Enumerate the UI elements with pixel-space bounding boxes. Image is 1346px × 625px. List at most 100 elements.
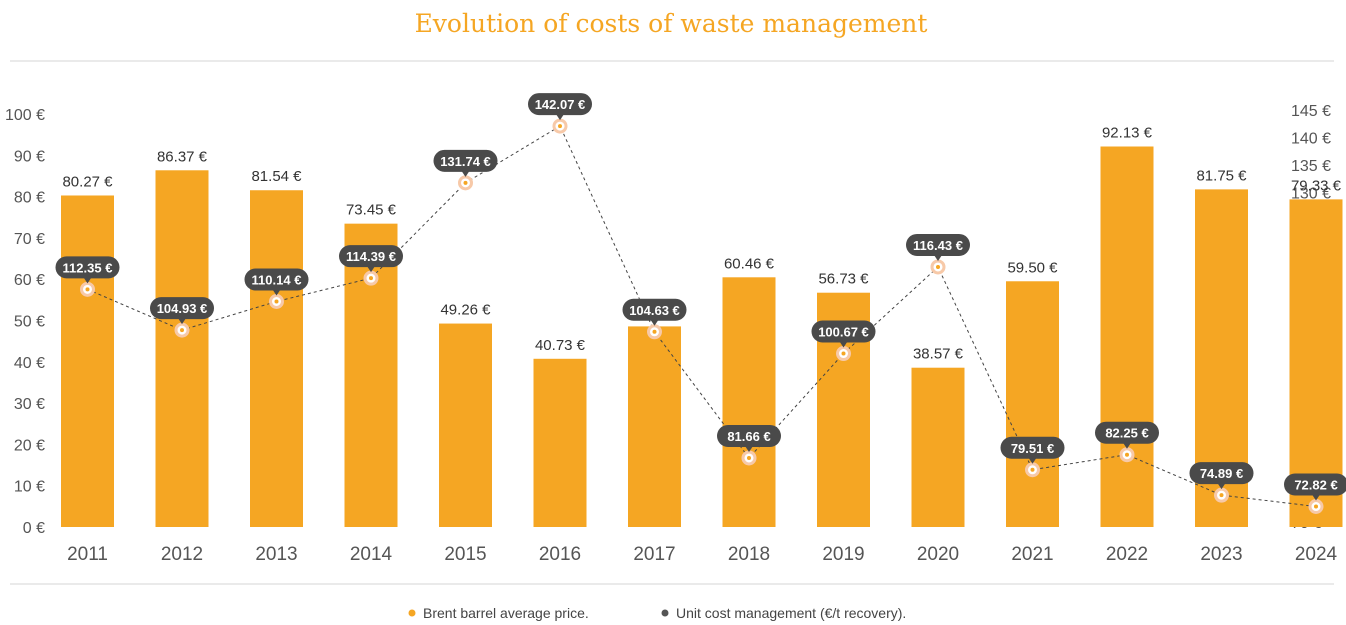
- line-label-pill: [906, 233, 970, 256]
- legend-label-brent: Brent barrel average price.: [423, 605, 589, 621]
- bar-label: 56.73 €: [818, 271, 869, 288]
- line-label: 74.89 €: [1200, 466, 1243, 481]
- chart-title: Evolution of costs of waste management: [415, 9, 928, 38]
- legend: Brent barrel average price. Unit cost man…: [408, 605, 906, 621]
- bar-label: 49.26 €: [440, 302, 491, 319]
- bar-label: 38.57 €: [913, 346, 964, 363]
- legend-swatch-brent: [408, 609, 416, 617]
- line-label-pill: [1189, 462, 1254, 485]
- x-tick: 2021: [1011, 544, 1053, 565]
- x-tick: 2013: [255, 544, 297, 565]
- x-tick: 2024: [1295, 544, 1338, 565]
- y-left-tick: 60 €: [14, 272, 45, 289]
- line-marker-dot: [747, 455, 751, 460]
- bar-label: 81.75 €: [1196, 167, 1247, 184]
- line-label-pointer: [839, 341, 848, 348]
- line-label-pointer: [745, 445, 753, 452]
- line-point: 104.93 €: [150, 297, 214, 338]
- line-label-pill: [433, 149, 498, 172]
- line-point: 116.43 €: [906, 233, 970, 275]
- line-label: 114.39 €: [346, 249, 396, 264]
- line-label-pill: [717, 424, 781, 447]
- line-label: 131.74 €: [440, 154, 491, 169]
- x-tick: 2020: [917, 544, 959, 565]
- line-path: [87, 125, 1317, 508]
- y-left-tick: 40 €: [14, 355, 45, 372]
- line-point: 81.66 €: [717, 424, 781, 466]
- line-label: 142.07 €: [535, 97, 586, 112]
- bar-label: 59.50 €: [1007, 259, 1058, 276]
- y-left-tick: 100 €: [5, 107, 45, 124]
- line-series: 112.35 € 104.93 € 110.14 € 114.39 € 131.74 €…: [55, 93, 1346, 515]
- y-left-tick: 20 €: [14, 437, 45, 454]
- line-label: 82.25 €: [1105, 426, 1148, 441]
- bar-2021: [1006, 281, 1059, 527]
- line-label-pill: [55, 256, 120, 279]
- y-left-tick: 10 €: [14, 479, 45, 496]
- y-right-tick: 145 €: [1291, 103, 1331, 120]
- y-right-tick: 135 €: [1291, 158, 1331, 175]
- y-right-tick: 140 €: [1291, 130, 1331, 147]
- bar-2024: [1289, 199, 1343, 527]
- line-label-pointer: [556, 114, 564, 121]
- x-tick: 2012: [161, 544, 203, 565]
- line-label: 110.14 €: [252, 272, 302, 287]
- bar-2016: [533, 358, 587, 527]
- bar-2020: [911, 367, 965, 527]
- line-label-pointer: [1028, 457, 1037, 464]
- line-point: 104.63 €: [622, 298, 687, 340]
- line-point: 100.67 €: [811, 320, 876, 362]
- line-point: 82.25 €: [1095, 421, 1159, 463]
- line-marker-dot: [463, 180, 468, 185]
- line-label: 72.82 €: [1294, 478, 1337, 493]
- line-marker-dot: [85, 287, 90, 292]
- line-label: 104.63 €: [629, 303, 680, 318]
- bar-label: 60.46 €: [724, 255, 775, 272]
- line-label-pointer: [1312, 494, 1320, 501]
- x-tick: 2022: [1106, 544, 1148, 565]
- y-left-tick: 50 €: [14, 314, 45, 331]
- bar-2012: [155, 170, 209, 527]
- line-point: 131.74 €: [433, 149, 498, 191]
- line-label-pill: [1284, 473, 1346, 496]
- line-label-pill: [1000, 436, 1065, 459]
- bar-2015: [439, 323, 492, 527]
- line-marker-dot: [180, 328, 184, 333]
- bar-2011: [61, 195, 114, 527]
- line-label: 112.35 €: [63, 260, 113, 275]
- line-marker-dot: [1219, 493, 1224, 498]
- line-point: 79.51 €: [1000, 436, 1065, 478]
- line-label-pill: [811, 320, 876, 343]
- line-label-pill: [528, 93, 592, 116]
- x-axis: 2011 2012 2013 2014 2015 2016 2017 2018 2019 2020…: [67, 544, 1337, 565]
- line-label: 81.66 €: [727, 429, 770, 444]
- line-point: 114.39 €: [339, 245, 403, 286]
- line-label-pill: [150, 297, 214, 320]
- y-left-tick: 70 €: [14, 231, 45, 248]
- line-marker-dot: [369, 276, 373, 281]
- bar-series: [61, 146, 1343, 528]
- y-left-tick: 0 €: [23, 520, 45, 537]
- line-point: 74.89 €: [1189, 462, 1254, 503]
- bar-label: 40.73 €: [535, 337, 586, 354]
- line-label-pill: [244, 268, 309, 291]
- line-marker-dot: [652, 329, 657, 334]
- y-left-axis: 0 € 10 € 20 € 30 € 40 € 50 € 60 € 70 € 80 € 90 € 1…: [5, 107, 45, 537]
- bar-label: 86.37 €: [157, 148, 208, 165]
- line-label-pointer: [461, 170, 470, 177]
- bar-2013: [250, 190, 303, 527]
- line-label-pointer: [367, 266, 375, 273]
- bar-2017: [628, 326, 681, 527]
- x-tick: 2014: [350, 544, 393, 565]
- x-tick: 2018: [728, 544, 770, 565]
- bar-2022: [1100, 146, 1154, 527]
- legend-swatch-unit-cost: [661, 609, 669, 617]
- line-label: 104.93 €: [157, 301, 208, 316]
- bar-2018: [722, 277, 776, 527]
- line-label-pill: [339, 245, 403, 268]
- line-label: 100.67 €: [818, 325, 869, 340]
- line-label-pill: [622, 298, 687, 321]
- y-right-tick: 130 €: [1291, 185, 1331, 202]
- bar-label: 92.13 €: [1102, 125, 1153, 142]
- line-label: 79.51 €: [1011, 441, 1054, 456]
